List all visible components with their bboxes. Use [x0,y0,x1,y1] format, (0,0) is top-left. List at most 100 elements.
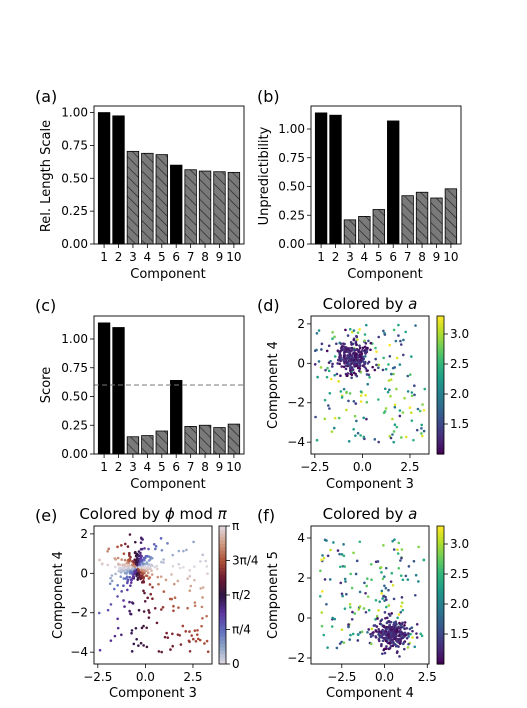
panel-f-point-364 [394,644,398,648]
panel-e-point-95 [126,588,129,592]
panel-f-point-82 [364,610,368,614]
panel-f-point-30 [348,605,352,609]
panel-d-point-4 [420,432,423,435]
panel-e-point-18 [98,558,101,562]
panel-e-ylabel: Component 4 [51,551,66,639]
panel-d-colorbar-strip-32 [437,340,444,345]
panel-e-colorbar-strip-29 [219,560,226,565]
panel-f-point-127 [374,618,377,621]
panel-e-point-420 [122,552,126,556]
panel-f-point-91 [381,577,385,581]
panel-e-point-388 [138,562,141,566]
panel-e-point-74 [190,634,193,637]
panel-f-point-429 [391,626,394,629]
panel-f-point-377 [387,620,390,623]
panel-e-point-93 [139,641,143,645]
panel-d-point-113 [363,339,367,342]
panel-f-point-95 [332,541,335,544]
panel-d-point-379 [346,350,349,353]
panel-d-point-37 [413,393,416,397]
panel-e-point-125 [162,590,166,593]
panel-f-point-301 [369,632,372,636]
panel-d-point-14 [387,363,390,366]
panel-d-point-429 [363,351,367,354]
panel-d-colorbar-strip-13 [437,405,444,410]
panel-e-point-100 [123,605,126,608]
panel-d-point-57 [314,415,317,419]
panel-f-point-360 [399,633,403,637]
panel-a-xtick-label-7: 7 [187,250,195,264]
panel-e-point-34 [184,630,188,633]
panel-d-point-129 [392,440,396,444]
panel-f: (f) Colored by a −2.5 0.0 2.5 −2 0 2 4 1.5 2.0 2… [257,505,469,701]
panel-d-point-98 [399,339,402,343]
panel-e-point-370 [119,568,123,572]
panel-a-bar-9 [213,171,226,245]
panel-e-point-122 [195,633,199,636]
panel-e-title: Colored by ϕ mod π [79,505,227,523]
panel-d-point-417 [352,363,356,366]
panel-d-point-53 [327,404,330,407]
panel-e-point-182 [100,562,104,565]
panel-d-point-410 [349,372,353,376]
panel-e-point-61 [152,542,156,546]
panel-d-point-281 [335,342,338,346]
panel-d-point-372 [354,348,358,352]
panel-e-point-59 [169,648,172,651]
panel-d-point-398 [367,360,371,364]
panel-b-xtick-label-4: 4 [361,250,369,264]
panel-c-ytick-label-1: 0.25 [61,418,88,432]
panel-c-ytick-label-3: 0.75 [61,361,88,375]
panel-e-point-325 [114,572,117,576]
panel-f-point-48 [387,604,391,607]
panel-f-colorbar-strip-2 [437,653,444,658]
panel-f-colorbar-strip-27 [437,567,444,572]
panel-d-point-5 [364,393,367,397]
panel-d-colorbar-strip-0 [437,450,444,455]
panel-d-point-422 [369,341,373,345]
panel-e-point-336 [150,556,154,560]
panel-d-point-381 [346,362,349,366]
panel-f-frame [310,525,430,665]
panel-d-point-121 [320,348,323,351]
panel-f-point-131 [325,539,328,542]
panel-e-point-92 [163,635,167,639]
panel-d-point-255 [349,341,353,344]
panel-d-point-13 [348,327,352,331]
panel-f-point-10 [378,600,381,603]
panel-e-point-145 [147,609,150,612]
panel-f-point-58 [370,627,374,631]
panel-e-point-83 [123,542,127,546]
panel-e-point-115 [201,596,204,599]
panel-d-colorbar-strip-24 [437,367,444,372]
panel-f-point-123 [339,565,342,569]
panel-e-point-126 [172,582,176,586]
panel-c-frame [93,315,245,455]
panel-f-point-157 [320,624,324,628]
panel-d-point-167 [421,403,424,406]
panel-b-ylabel: Unpredictibility [257,126,272,225]
panel-f-point-220 [375,625,379,628]
panel-e-colorbar-strip-30 [219,557,226,562]
panel-e-point-386 [138,566,142,569]
panel-e-point-395 [140,571,143,575]
panel-e-point-363 [140,558,143,562]
panel-d-point-78 [388,434,392,438]
panel-f-colorbar-strip-32 [437,550,444,555]
panel-e-point-147 [182,549,185,553]
panel-e-colorbar-strip-23 [219,581,226,586]
panel-f-colorbar-strip-14 [437,612,444,617]
panel-e-colorbar-strip-27 [219,567,226,572]
panel-d-point-128 [420,427,423,430]
panel-c: (c) 1 2 3 4 5 6 7 8 9 10 0.00 0.25 0.50 0.75 1.00 Comp… [35,296,245,492]
panel-d-point-168 [363,437,366,441]
panel-f-point-331 [381,652,384,656]
panel-f-point-90 [380,571,383,574]
panel-d-point-347 [361,360,365,363]
panel-d-point-344 [338,351,342,355]
panel-e-point-112 [188,589,192,592]
panel-e-point-23 [199,560,202,563]
panel-e-colorbar-strip-19 [219,595,226,600]
panel-e-point-63 [133,540,137,544]
panel-d-point-253 [367,373,371,377]
